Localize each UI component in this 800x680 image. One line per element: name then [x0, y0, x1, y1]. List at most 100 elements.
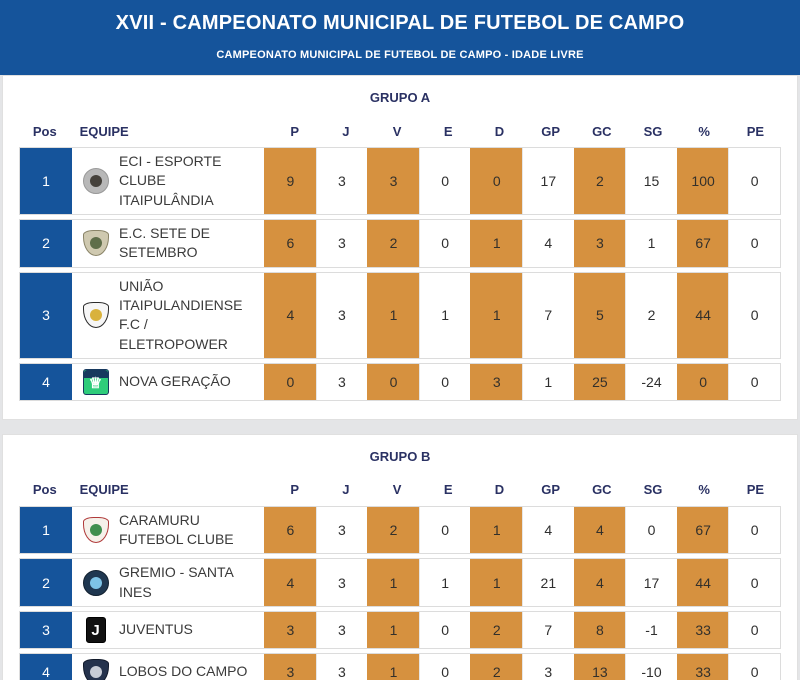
stat-cell-d: 0 — [470, 148, 523, 214]
team-name: GREMIO - SANTA INES — [119, 564, 234, 600]
stat-cell-sg: -24 — [625, 363, 677, 400]
stat-cell-gp: 1 — [522, 363, 574, 400]
team-logo-cell — [72, 220, 119, 267]
stat-cell-v: 0 — [367, 363, 419, 400]
stat-cell-pe: 0 — [728, 148, 780, 214]
column-header-e: E — [443, 482, 453, 498]
team-logo-icon — [82, 569, 109, 596]
stat-cell-sg: 0 — [625, 506, 677, 554]
table-row: 3 J JUVENTUS 3 3 1 0 2 7 8 -1 33 0 — [19, 611, 781, 650]
team-logo-icon — [82, 302, 109, 329]
position-badge: 4 — [20, 654, 72, 680]
column-header-gp: GP — [541, 482, 561, 498]
stat-cell-%: 0 — [676, 363, 729, 400]
column-header-pe: PE — [746, 123, 765, 139]
stat-cell-j: 3 — [315, 363, 368, 400]
table-row: 2 GREMIO - SANTA INES 4 3 1 1 1 21 4 17 44 0 — [19, 558, 781, 608]
stat-cell-e: 0 — [418, 219, 471, 267]
stat-cell-gc: 3 — [573, 219, 626, 267]
stat-cell-gc: 2 — [573, 148, 626, 214]
team-logo-band — [89, 576, 102, 589]
column-header-j: J — [342, 123, 350, 139]
stat-cell-%: 33 — [676, 612, 729, 649]
column-header-gp: GP — [541, 123, 561, 139]
column-header-e: E — [443, 123, 453, 139]
table-row: 4 ♕ NOVA GERAÇÃO 0 3 0 0 3 1 25 -24 0 0 — [19, 362, 781, 401]
stat-cell-e: 1 — [418, 272, 471, 358]
position-badge: 2 — [20, 559, 72, 607]
stat-cell-pe: 0 — [728, 219, 780, 267]
stat-cell-%: 67 — [676, 506, 729, 554]
stat-cell-gp: 21 — [522, 559, 574, 607]
stat-cell-d: 1 — [470, 272, 523, 358]
position-badge: 3 — [20, 612, 72, 649]
stat-cell-pe: 0 — [728, 612, 780, 649]
team-logo-cell — [72, 654, 119, 680]
column-header-v: V — [392, 482, 402, 498]
table-row: 1 CARAMURU FUTEBOL CLUBE 6 3 2 0 1 4 4 0 67 0 — [19, 505, 781, 555]
team-logo-glyph: J — [91, 621, 100, 639]
stat-cell-v: 1 — [367, 272, 419, 358]
column-header-d: D — [494, 123, 505, 139]
stat-cell-d: 1 — [470, 559, 523, 607]
stat-cell-sg: -10 — [625, 654, 677, 680]
stat-cell-gc: 4 — [573, 559, 626, 607]
stat-cell-j: 3 — [315, 272, 368, 358]
stat-cell-v: 2 — [367, 506, 419, 554]
page-header: XVII - CAMPEONATO MUNICIPAL DE FUTEBOL D… — [0, 0, 800, 75]
team-logo-glyph — [84, 660, 108, 680]
column-header-d: D — [494, 482, 505, 498]
team-logo-cell — [72, 148, 119, 214]
stat-cell-d: 2 — [470, 612, 523, 649]
column-header-sg: SG — [643, 123, 663, 139]
page-subtitle: CAMPEONATO MUNICIPAL DE FUTEBOL DE CAMPO… — [216, 49, 584, 61]
position-badge: 4 — [20, 363, 72, 400]
column-header-gc: GC — [592, 123, 612, 139]
stat-cell-gc: 5 — [573, 272, 626, 358]
stat-cell-p: 4 — [264, 272, 316, 358]
team-logo-icon — [82, 167, 109, 194]
stat-cell-v: 2 — [367, 219, 419, 267]
stat-cell-sg: 15 — [625, 148, 677, 214]
table-row: 4 LOBOS DO CAMPO 3 3 1 0 2 3 13 -10 33 0 — [19, 653, 781, 680]
stat-cell-%: 33 — [676, 654, 729, 680]
standings-main: GRUPO A Pos EQUIPE P J V E D GP GC SG% PE 1 ECI … — [0, 75, 800, 680]
stat-cell-p: 3 — [264, 654, 316, 680]
stat-cell-v: 1 — [367, 612, 419, 649]
team-name: LOBOS DO CAMPO — [119, 663, 248, 680]
group-panel: GRUPO A Pos EQUIPE P J V E D GP GC SG% PE 1 ECI … — [2, 75, 798, 420]
group-title: GRUPO A — [369, 90, 431, 105]
group-title: GRUPO B — [369, 448, 431, 464]
stat-cell-j: 3 — [315, 219, 368, 267]
stat-cell-pe: 0 — [728, 559, 780, 607]
position-badge: 1 — [20, 148, 72, 214]
team-logo-band — [83, 369, 108, 378]
stat-cell-j: 3 — [315, 612, 368, 649]
position-badge: 1 — [20, 506, 72, 554]
stat-cell-gp: 7 — [522, 272, 574, 358]
team-logo-icon: J — [85, 617, 106, 644]
stat-cell-p: 9 — [264, 148, 316, 214]
table-row: 3 UNIÃO ITAIPULANDIENSE F.C / ELETROPOWE… — [19, 271, 781, 359]
team-logo-cell — [72, 507, 119, 554]
team-logo-icon: ♕ — [82, 368, 109, 395]
stat-cell-p: 6 — [264, 506, 316, 554]
stat-cell-gc: 8 — [573, 612, 626, 649]
team-logo-cell: J — [72, 612, 119, 648]
team-logo-glyph — [84, 518, 108, 542]
team-logo-glyph — [84, 571, 108, 595]
stat-cell-gp: 3 — [522, 654, 574, 680]
stat-cell-%: 100 — [676, 148, 729, 214]
column-header-p: P — [290, 482, 300, 498]
team-name: JUVENTUS — [119, 621, 193, 638]
column-header-sg: SG — [643, 482, 663, 498]
stat-cell-p: 0 — [264, 363, 316, 400]
stat-cell-v: 1 — [367, 559, 419, 607]
stat-cell-e: 0 — [418, 506, 471, 554]
stat-cell-%: 44 — [676, 559, 729, 607]
stat-cell-j: 3 — [315, 559, 368, 607]
stat-cell-j: 3 — [315, 654, 368, 680]
column-header-pos: Pos — [32, 482, 57, 498]
position-badge: 2 — [20, 219, 72, 267]
